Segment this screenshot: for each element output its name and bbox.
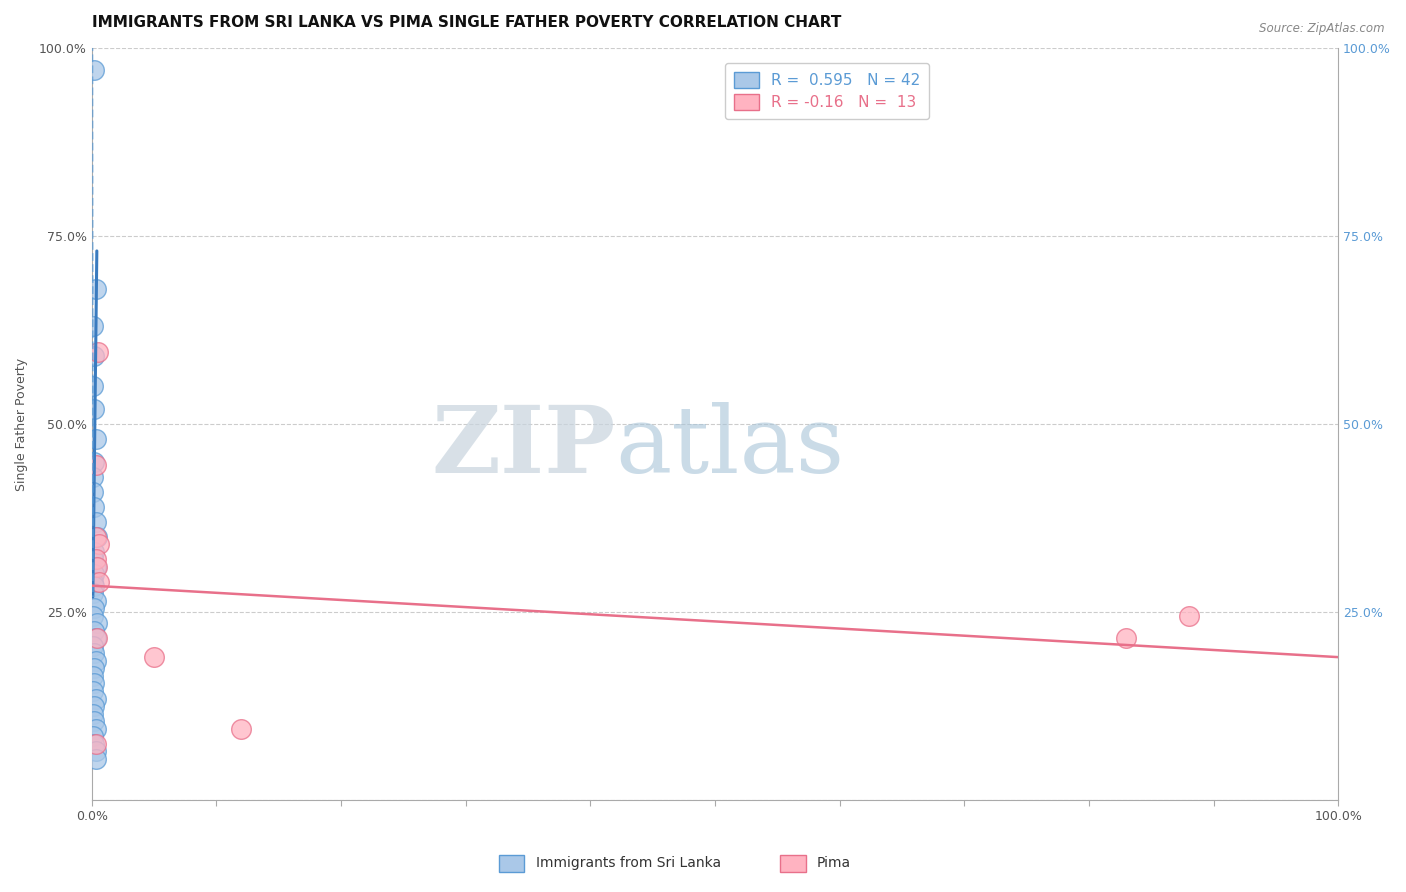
Point: [83, 63, 105, 78]
Point: [84, 654, 107, 668]
Text: atlas: atlas: [616, 401, 845, 491]
Point: [83, 737, 105, 751]
Point: [83, 601, 105, 615]
Point: [84, 281, 107, 295]
Y-axis label: Single Father Poverty: Single Father Poverty: [15, 358, 28, 491]
Point: [89, 574, 111, 589]
Text: Source: ZipAtlas.com: Source: ZipAtlas.com: [1260, 22, 1385, 36]
Point: [83, 545, 105, 559]
Point: [82, 469, 104, 483]
Point: [83, 579, 105, 593]
Point: [83, 646, 105, 660]
Text: Immigrants from Sri Lanka: Immigrants from Sri Lanka: [536, 856, 721, 871]
Point: [86, 560, 108, 574]
Point: [86, 632, 108, 646]
Point: [84, 722, 107, 736]
Point: [82, 684, 104, 698]
Point: [83, 567, 105, 582]
Point: [143, 650, 166, 665]
Point: [84, 458, 107, 473]
Point: [231, 722, 253, 736]
Point: [84, 744, 107, 758]
Point: [83, 714, 105, 728]
Point: [84, 552, 107, 566]
Point: [84, 691, 107, 706]
Point: [83, 676, 105, 690]
Point: [84, 737, 107, 751]
Text: ZIP: ZIP: [432, 401, 616, 491]
Point: [82, 669, 104, 683]
Point: [84, 515, 107, 529]
Point: [89, 537, 111, 551]
Point: [82, 379, 104, 393]
Point: [84, 560, 107, 574]
Point: [1177, 608, 1199, 623]
Point: [82, 586, 104, 600]
Legend: R =  0.595   N = 42, R = -0.16   N =  13: R = 0.595 N = 42, R = -0.16 N = 13: [725, 63, 929, 120]
Point: [82, 552, 104, 566]
Point: [86, 616, 108, 631]
Point: [82, 574, 104, 589]
Point: [83, 454, 105, 468]
Point: [83, 624, 105, 638]
Point: [82, 484, 104, 499]
Point: [84, 593, 107, 607]
Point: [83, 500, 105, 514]
Point: [83, 349, 105, 363]
Point: [84, 632, 107, 646]
Text: Pima: Pima: [817, 856, 851, 871]
Point: [83, 661, 105, 675]
Point: [83, 699, 105, 714]
Text: IMMIGRANTS FROM SRI LANKA VS PIMA SINGLE FATHER POVERTY CORRELATION CHART: IMMIGRANTS FROM SRI LANKA VS PIMA SINGLE…: [91, 15, 841, 30]
Point: [84, 530, 107, 544]
Point: [1115, 632, 1137, 646]
Point: [83, 401, 105, 416]
Point: [82, 706, 104, 721]
Point: [84, 432, 107, 446]
Point: [82, 319, 104, 334]
Point: [84, 752, 107, 766]
Point: [82, 729, 104, 743]
Point: [87, 345, 110, 359]
Point: [82, 639, 104, 653]
Point: [82, 608, 104, 623]
Point: [86, 530, 108, 544]
